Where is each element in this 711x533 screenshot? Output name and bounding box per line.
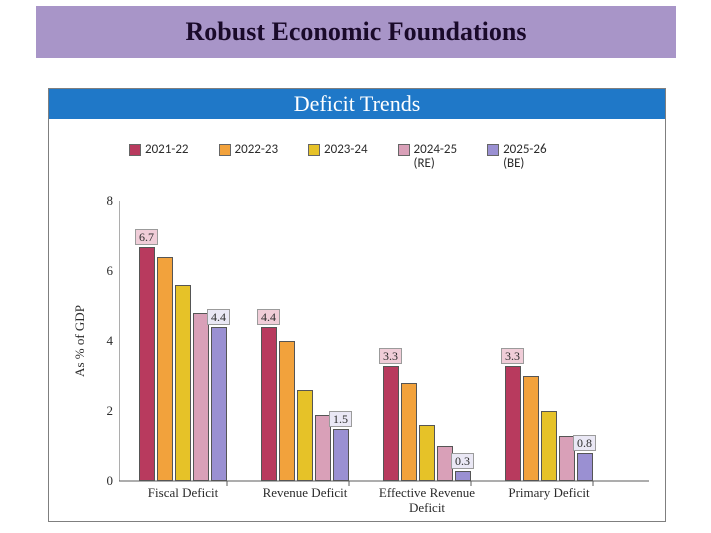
legend-item: 2023-24 — [308, 143, 368, 157]
value-label: 3.3 — [379, 348, 402, 364]
bar — [455, 471, 471, 482]
plot-area: 02468Fiscal DeficitRevenue DeficitEffect… — [119, 201, 649, 481]
bar — [175, 285, 191, 481]
legend-item: 2024-25 (RE) — [398, 143, 458, 171]
legend-label: 2024-25 (RE) — [414, 143, 458, 171]
legend-swatch — [487, 144, 499, 156]
x-category-label: Revenue Deficit — [251, 485, 359, 500]
y-tick-label: 0 — [107, 473, 114, 489]
y-tick-label: 8 — [107, 193, 114, 209]
legend-label: 2021-22 — [145, 143, 189, 157]
bar — [297, 390, 313, 481]
bar — [541, 411, 557, 481]
chart-title: Deficit Trends — [294, 91, 421, 117]
bar — [157, 257, 173, 481]
value-label: 3.3 — [501, 348, 524, 364]
legend-swatch — [129, 144, 141, 156]
page-title: Robust Economic Foundations — [186, 17, 527, 47]
legend-swatch — [398, 144, 410, 156]
value-label: 0.3 — [451, 453, 474, 469]
bar — [383, 366, 399, 482]
chart-title-band: Deficit Trends — [49, 89, 665, 119]
bar — [523, 376, 539, 481]
value-label: 0.8 — [573, 435, 596, 451]
page-title-band: Robust Economic Foundations — [36, 6, 676, 58]
bar — [261, 327, 277, 481]
legend-label: 2023-24 — [324, 143, 368, 157]
bar — [333, 429, 349, 482]
x-category-label: Fiscal Deficit — [129, 485, 237, 500]
y-axis-title-container: As % of GDP — [71, 201, 89, 481]
legend-swatch — [219, 144, 231, 156]
legend-label: 2022-23 — [235, 143, 279, 157]
legend: 2021-22 2022-23 2023-24 2024-25 (RE) 2025-26… — [129, 143, 645, 187]
legend-item: 2025-26 (BE) — [487, 143, 547, 171]
bar — [401, 383, 417, 481]
x-category-label: Effective RevenueDeficit — [373, 485, 481, 515]
bar — [139, 247, 155, 482]
bar — [193, 313, 209, 481]
legend-item: 2021-22 — [129, 143, 189, 157]
value-label: 1.5 — [329, 411, 352, 427]
x-category-label: Primary Deficit — [495, 485, 603, 500]
bar — [211, 327, 227, 481]
bar — [577, 453, 593, 481]
value-label: 4.4 — [207, 309, 230, 325]
y-axis-title: As % of GDP — [72, 305, 88, 377]
bar — [419, 425, 435, 481]
legend-item: 2022-23 — [219, 143, 279, 157]
value-label: 6.7 — [135, 229, 158, 245]
chart-frame: Deficit Trends 2021-222022-232023-242024… — [48, 88, 666, 522]
legend-swatch — [308, 144, 320, 156]
legend-label: 2025-26 (BE) — [503, 143, 547, 171]
page-root: Robust Economic Foundations Deficit Tren… — [0, 0, 711, 533]
y-tick-label: 4 — [107, 333, 114, 349]
y-tick-label: 2 — [107, 403, 114, 419]
bar — [505, 366, 521, 482]
bar — [279, 341, 295, 481]
value-label: 4.4 — [257, 309, 280, 325]
y-tick-label: 6 — [107, 263, 114, 279]
